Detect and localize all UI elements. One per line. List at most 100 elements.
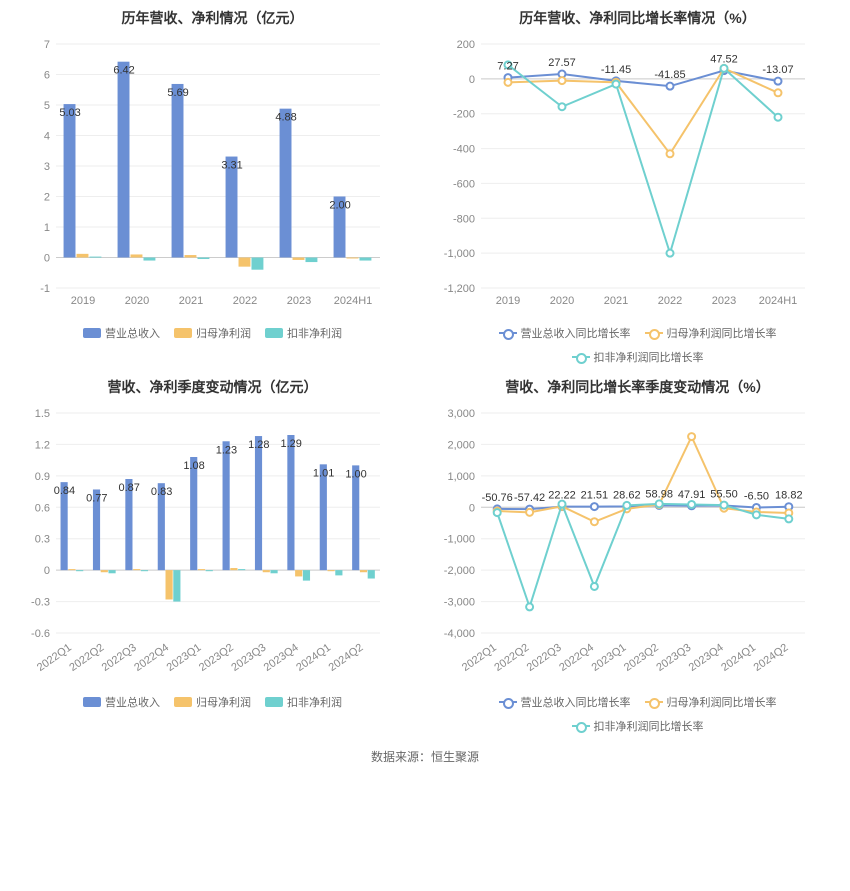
svg-text:1,000: 1,000	[447, 471, 475, 483]
svg-text:1.29: 1.29	[281, 438, 302, 450]
svg-text:1.2: 1.2	[35, 439, 50, 451]
svg-text:2024H1: 2024H1	[334, 295, 373, 307]
svg-text:2023Q1: 2023Q1	[165, 642, 204, 674]
svg-text:-11.45: -11.45	[601, 64, 631, 76]
legend-label: 扣非净利润同比增长率	[594, 718, 704, 734]
svg-text:-1,200: -1,200	[444, 283, 475, 295]
legend-label: 营业总收入	[105, 694, 160, 710]
legend-label: 归母净利润	[196, 325, 251, 341]
data-source-label: 数据来源：恒生聚源	[0, 738, 850, 779]
legend-swatch	[174, 697, 192, 707]
svg-text:6.42: 6.42	[113, 65, 134, 77]
svg-text:7: 7	[44, 39, 50, 51]
chart-grid: 历年营收、净利情况（亿元） -1012345672019202020212022…	[0, 0, 850, 738]
legend-item: 扣非净利润	[265, 694, 342, 710]
svg-text:27.57: 27.57	[548, 57, 576, 69]
legend-swatch	[265, 328, 283, 338]
legend-item: 归母净利润	[174, 694, 251, 710]
svg-text:2022Q2: 2022Q2	[67, 642, 106, 674]
legend: 营业总收入同比增长率归母净利润同比增长率扣非净利润同比增长率	[435, 694, 840, 734]
svg-text:22.22: 22.22	[548, 490, 576, 502]
panel-quarter-growth: 营收、净利同比增长率季度变动情况（%） -4,000-3,000-2,000-1…	[425, 369, 850, 738]
chart-area: -101234567201920202021202220232024H15.03…	[10, 34, 415, 319]
svg-text:2024H1: 2024H1	[759, 295, 798, 307]
svg-text:-0.6: -0.6	[31, 628, 50, 640]
svg-text:1.5: 1.5	[35, 408, 50, 420]
svg-text:47.91: 47.91	[678, 489, 706, 501]
svg-text:-800: -800	[453, 213, 475, 225]
legend: 营业总收入 归母净利润 扣非净利润	[10, 694, 415, 710]
svg-text:6: 6	[44, 70, 50, 82]
legend-label: 归母净利润	[196, 694, 251, 710]
svg-text:2022Q1: 2022Q1	[35, 642, 74, 674]
svg-text:0.87: 0.87	[119, 482, 140, 494]
legend-item: 营业总收入同比增长率	[499, 325, 631, 341]
svg-text:2022Q4: 2022Q4	[132, 642, 171, 674]
svg-text:7.27: 7.27	[497, 61, 518, 73]
svg-text:0.84: 0.84	[54, 485, 75, 497]
legend-swatch	[265, 697, 283, 707]
svg-text:3: 3	[44, 161, 50, 173]
svg-text:2019: 2019	[71, 295, 95, 307]
legend-item: 扣非净利润同比增长率	[572, 349, 704, 365]
chart-title: 历年营收、净利情况（亿元）	[10, 8, 415, 28]
svg-text:1.00: 1.00	[345, 468, 366, 480]
panel-annual-bar: 历年营收、净利情况（亿元） -1012345672019202020212022…	[0, 0, 425, 369]
svg-text:2022: 2022	[233, 295, 257, 307]
legend-swatch	[499, 701, 517, 703]
chart-title: 历年营收、净利同比增长率情况（%）	[435, 8, 840, 28]
svg-text:-1,000: -1,000	[444, 534, 475, 546]
svg-text:5: 5	[44, 100, 50, 112]
chart-title: 营收、净利同比增长率季度变动情况（%）	[435, 377, 840, 397]
legend-swatch	[645, 701, 663, 703]
svg-text:21.51: 21.51	[581, 490, 609, 502]
legend-label: 营业总收入同比增长率	[521, 694, 631, 710]
svg-text:200: 200	[457, 39, 475, 51]
legend: 营业总收入同比增长率归母净利润同比增长率扣非净利润同比增长率	[435, 325, 840, 365]
svg-text:-6.50: -6.50	[744, 490, 769, 502]
legend-label: 扣非净利润同比增长率	[594, 349, 704, 365]
chart-area: -1,200-1,000-800-600-400-200020020192020…	[435, 34, 840, 319]
svg-text:1.23: 1.23	[216, 444, 237, 456]
svg-text:4.88: 4.88	[275, 112, 296, 124]
svg-text:-2,000: -2,000	[444, 565, 475, 577]
svg-text:-3,000: -3,000	[444, 597, 475, 609]
svg-text:3.31: 3.31	[221, 160, 242, 172]
svg-text:-0.3: -0.3	[31, 597, 50, 609]
svg-text:47.52: 47.52	[710, 54, 738, 66]
legend-item: 扣非净利润	[265, 325, 342, 341]
legend-item: 归母净利润同比增长率	[645, 694, 777, 710]
legend-swatch	[645, 332, 663, 334]
svg-text:28.62: 28.62	[613, 489, 641, 501]
svg-text:1.08: 1.08	[183, 460, 204, 472]
svg-text:2022Q2: 2022Q2	[492, 642, 531, 674]
legend-swatch	[174, 328, 192, 338]
svg-text:2020: 2020	[125, 295, 149, 307]
svg-text:5.69: 5.69	[167, 87, 188, 99]
svg-text:2023Q4: 2023Q4	[262, 642, 301, 674]
legend-item: 营业总收入	[83, 325, 160, 341]
panel-quarter-bar: 营收、净利季度变动情况（亿元） -0.6-0.300.30.60.91.21.5…	[0, 369, 425, 738]
svg-text:-1: -1	[40, 283, 50, 295]
svg-text:0: 0	[469, 74, 475, 86]
legend-label: 扣非净利润	[287, 694, 342, 710]
chart-area: -0.6-0.300.30.60.91.21.52022Q12022Q22022…	[10, 403, 415, 688]
svg-text:2023Q3: 2023Q3	[654, 642, 693, 674]
svg-text:2021: 2021	[604, 295, 628, 307]
svg-text:58.98: 58.98	[645, 488, 673, 500]
svg-text:-13.07: -13.07	[762, 64, 793, 76]
svg-text:2022Q4: 2022Q4	[557, 642, 596, 674]
svg-text:2.00: 2.00	[329, 200, 350, 212]
legend-item: 扣非净利润同比增长率	[572, 718, 704, 734]
svg-text:55.50: 55.50	[710, 489, 738, 501]
svg-text:1.01: 1.01	[313, 467, 334, 479]
svg-text:0.3: 0.3	[35, 534, 50, 546]
svg-text:2,000: 2,000	[447, 439, 475, 451]
svg-text:2024Q2: 2024Q2	[327, 642, 366, 674]
svg-text:2021: 2021	[179, 295, 203, 307]
svg-text:3,000: 3,000	[447, 408, 475, 420]
svg-text:1: 1	[44, 222, 50, 234]
svg-text:2020: 2020	[550, 295, 574, 307]
svg-text:2023Q4: 2023Q4	[687, 642, 726, 674]
svg-text:0.6: 0.6	[35, 502, 50, 514]
